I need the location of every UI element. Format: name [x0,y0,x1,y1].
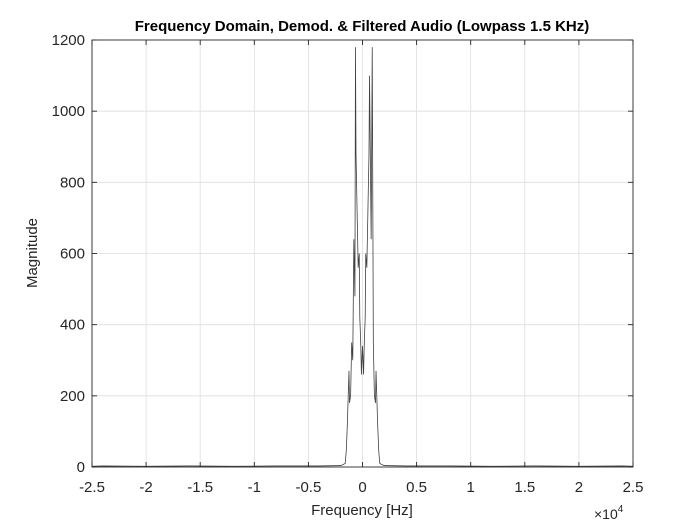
x-tick-label: 0 [358,479,366,496]
x-axis-label: Frequency [Hz] [311,502,413,519]
y-axis-label: Magnitude [24,218,41,288]
x-tick-label: -2.5 [79,479,105,496]
y-tick-label: 1000 [52,103,85,120]
y-tick-label: 800 [60,174,85,191]
y-tick-label: 600 [60,246,85,263]
y-tick-label: 1200 [52,32,85,49]
x-tick-label: 2.5 [623,479,644,496]
x-exponent: ×104 [594,504,624,522]
x-tick-label: 1 [467,479,475,496]
x-tick-label: -1 [248,479,261,496]
chart-title: Frequency Domain, Demod. & Filtered Audi… [135,18,590,35]
grid [92,40,633,467]
y-tick-label: 0 [77,459,85,476]
series-line [91,47,634,467]
y-tick-label: 200 [60,388,85,405]
series-layer [91,47,634,467]
x-exponent-power: 4 [618,504,624,515]
ticks [91,39,634,468]
x-tick-label: -2 [139,479,152,496]
x-tick-label: 2 [575,479,583,496]
x-tick-label: -0.5 [295,479,321,496]
x-exponent-base: ×10 [594,506,618,522]
x-tick-label: 1.5 [514,479,535,496]
tick-labels: -2.5 -2 -1.5 -1 -0.5 0 0.5 1 1.5 2 2.5 0 200 400 600 80… [52,32,644,496]
x-tick-label: 0.5 [406,479,427,496]
x-tick-label: -1.5 [187,479,213,496]
y-tick-label: 400 [60,317,85,334]
